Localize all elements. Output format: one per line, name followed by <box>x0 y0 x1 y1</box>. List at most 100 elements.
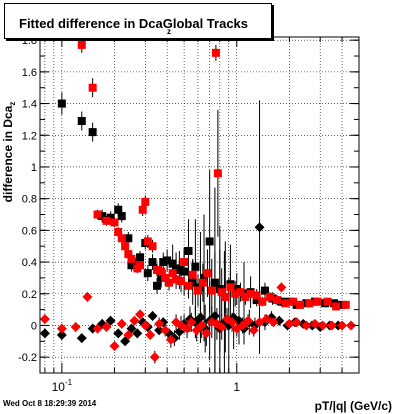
data-point-square <box>323 297 332 306</box>
data-point-square <box>102 216 111 225</box>
data-point-diamond <box>237 320 248 331</box>
data-point-diamond <box>39 328 50 339</box>
chart-title-box: Fitted difference in DcaGlobal Tracks z <box>4 3 272 39</box>
data-point-square <box>217 288 226 297</box>
y-axis-label: difference in Dcaz <box>1 102 17 203</box>
data-point-square <box>273 296 282 305</box>
x-tick-label-exponent: -1 <box>65 378 73 387</box>
data-point-square <box>281 299 290 308</box>
data-point-square <box>157 267 166 276</box>
data-point-diamond <box>216 322 227 333</box>
y-axis-label-sub: z <box>8 102 17 106</box>
data-point-square <box>211 48 220 57</box>
y-tick-label: -0.2 <box>18 352 37 364</box>
data-point-square <box>305 299 314 308</box>
data-point-diamond <box>149 352 160 363</box>
data-point-square <box>210 278 219 287</box>
data-point-diamond <box>109 341 120 352</box>
data-point-diamond <box>291 317 302 328</box>
data-point-square <box>188 270 197 279</box>
data-point-diamond <box>301 320 312 331</box>
x-axis-label: pT/|q| (GeV/c) <box>315 399 392 413</box>
x-tick-label: 1 <box>233 380 240 394</box>
data-point-diamond <box>268 317 279 328</box>
data-point-diamond <box>113 328 124 339</box>
data-point-diamond <box>82 291 93 302</box>
data-point-diamond <box>135 309 146 320</box>
data-point-square <box>117 234 126 243</box>
data-point-square <box>168 259 177 268</box>
data-point-diamond <box>326 320 337 331</box>
y-tick-label: 0.2 <box>22 289 37 301</box>
data-point-square <box>207 286 216 295</box>
data-point-square <box>57 99 66 108</box>
data-point-diamond <box>261 314 272 325</box>
data-point-diamond <box>165 334 176 345</box>
data-point-square <box>117 212 126 221</box>
data-point-square <box>124 250 133 259</box>
data-point-square <box>177 277 186 286</box>
data-point-square <box>289 297 298 306</box>
data-point-square <box>258 297 267 306</box>
y-tick-label: 0.4 <box>22 257 37 269</box>
data-point-diamond <box>70 322 81 333</box>
data-point-square <box>138 205 147 214</box>
data-point-square <box>168 269 177 278</box>
data-point-square <box>236 288 245 297</box>
data-point-square <box>163 256 172 265</box>
data-point-square <box>127 261 136 270</box>
x-tick-label: 10-1 <box>52 378 73 394</box>
data-point-diamond <box>186 317 197 328</box>
data-point-diamond <box>284 318 295 329</box>
data-point-diamond <box>254 222 265 233</box>
data-point-diamond <box>116 318 127 329</box>
data-point-square <box>136 261 145 270</box>
data-point-diamond <box>140 320 151 331</box>
data-point-square <box>313 297 322 306</box>
data-point-square <box>161 273 170 282</box>
data-point-diamond <box>105 315 116 326</box>
data-point-square <box>252 291 261 300</box>
data-point-square <box>260 286 269 295</box>
data-point-square <box>148 242 157 251</box>
data-point-diamond <box>120 336 131 347</box>
data-point-square <box>205 237 214 246</box>
data-point-square <box>200 273 209 282</box>
data-point-square <box>141 197 150 206</box>
data-point-diamond <box>132 328 143 339</box>
data-point-diamond <box>123 329 134 340</box>
y-tick-label: 0 <box>31 320 37 332</box>
chart-title: Fitted difference in DcaGlobal Tracks <box>19 16 249 31</box>
data-point-diamond <box>147 310 158 321</box>
data-point-square <box>98 212 107 221</box>
data-point-diamond <box>248 325 259 336</box>
data-point-diamond <box>39 314 50 325</box>
data-point-square <box>213 169 222 178</box>
data-point-square <box>153 265 162 274</box>
data-point-diamond <box>145 329 156 340</box>
data-point-square <box>124 234 133 243</box>
data-point-diamond <box>101 322 112 333</box>
data-point-diamond <box>196 320 207 331</box>
timestamp: Wed Oct 8 18:29:39 2014 <box>3 399 97 408</box>
data-point-square <box>241 292 250 301</box>
data-point-square <box>191 262 200 271</box>
data-point-diamond <box>154 318 165 329</box>
data-point-square <box>332 302 341 311</box>
data-point-square <box>153 281 162 290</box>
chart-title-subscript: z <box>167 27 171 36</box>
data-point-square <box>110 218 119 227</box>
data-point-square <box>148 258 157 267</box>
data-point-square <box>277 297 286 306</box>
data-point-diamond <box>129 315 140 326</box>
data-point-square <box>93 210 102 219</box>
y-tick-label: 1.6 <box>22 67 37 79</box>
data-point-square <box>231 289 240 298</box>
data-point-square <box>106 213 115 222</box>
data-point-square <box>172 275 181 284</box>
y-tick-label: 1.4 <box>22 99 37 111</box>
data-point-square <box>226 283 235 292</box>
data-point-square <box>136 253 145 262</box>
data-point-square <box>88 128 97 137</box>
